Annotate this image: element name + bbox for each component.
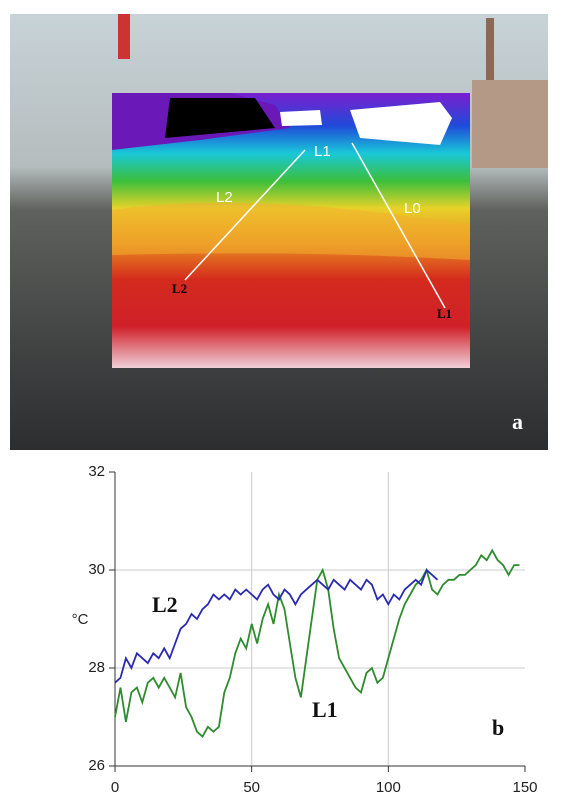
chimney [118,14,130,59]
annotation: b [492,715,504,740]
photo-label: L1 [314,143,331,160]
profile-line [351,142,446,309]
panel-label: a [512,409,523,434]
pipe [486,18,494,80]
y-tick-label: 28 [88,659,105,676]
annotation: L1 [312,697,338,722]
thermal-region [350,102,452,145]
x-tick-label: 0 [111,779,119,796]
thermal-region [165,98,275,138]
y-axis-label: °C [72,611,89,628]
photo-label: L1 [437,306,452,321]
series-line [114,568,439,684]
building [472,80,548,168]
photo: L1 L2 L0 L2 L1 a [10,14,548,450]
y-tick-label: 26 [88,757,105,774]
thermal-region [112,202,470,260]
y-tick-label: 32 [88,463,105,480]
thermal-region [280,110,322,126]
y-tick-label: 30 [88,561,105,578]
photo-label: L2 [216,189,233,206]
photo-label: L2 [172,281,187,296]
x-tick-label: 100 [376,779,401,796]
chart: 26 28 30 32 0 50 100 150 °C L2 L1 b [72,463,538,796]
profile-line [184,149,306,281]
x-tick-label: 50 [243,779,260,796]
annotation: L2 [152,592,178,617]
photo-label: L0 [404,200,421,217]
x-tick-label: 150 [512,779,537,796]
